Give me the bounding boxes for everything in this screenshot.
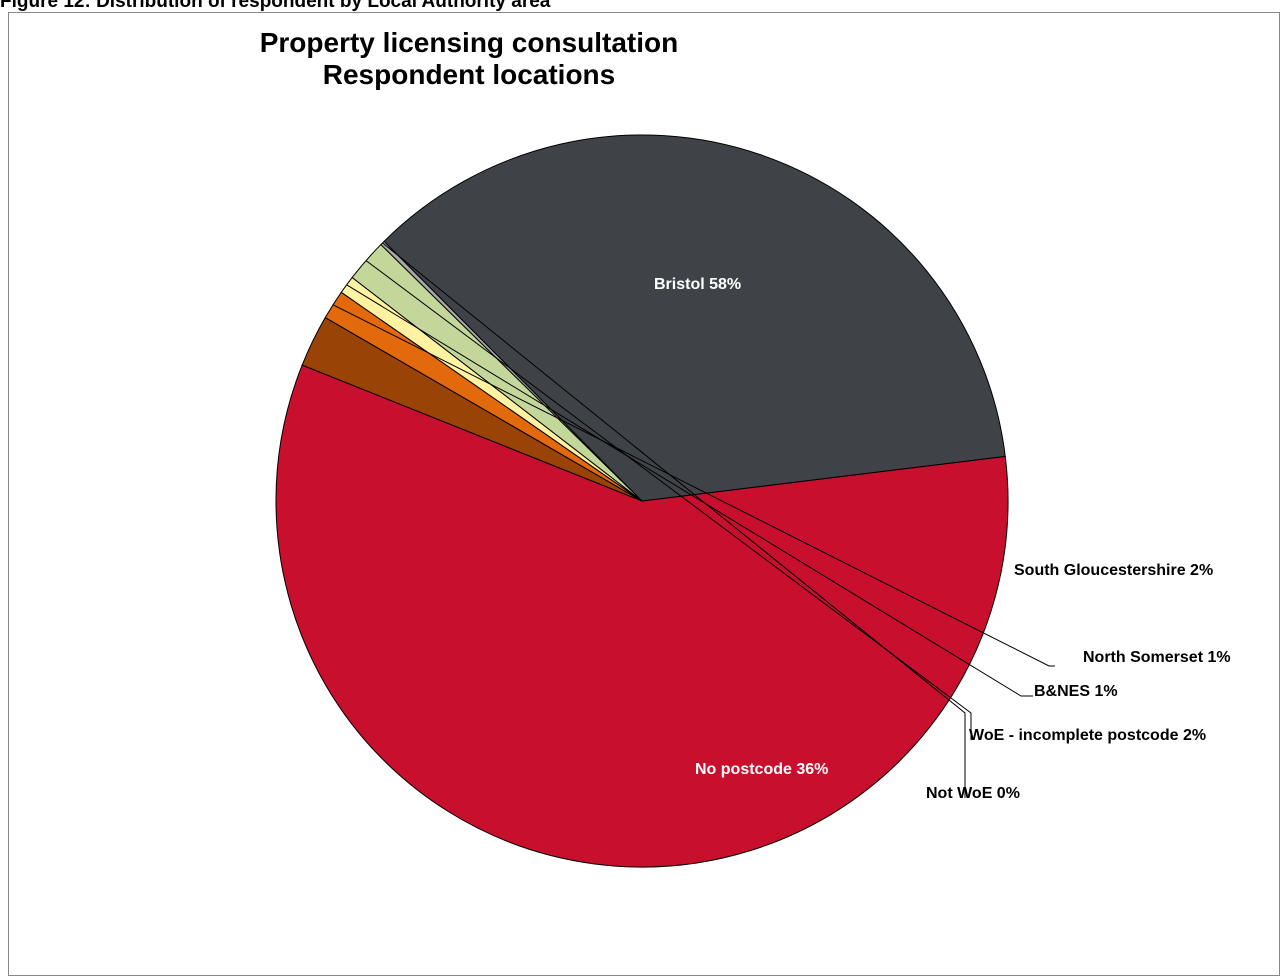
chart-frame: Property licensing consultation Responde…	[8, 12, 1280, 976]
figure-caption: Figure 12: Distribution of respondent by…	[0, 0, 551, 12]
leader-line	[382, 242, 966, 798]
slice-label: North Somerset 1%	[1083, 649, 1231, 666]
pie-chart: Bristol 58% South Gloucestershire 2% North…	[275, 134, 1231, 868]
slice-label: No postcode 36%	[695, 761, 828, 778]
chart-title-block: Property licensing consultation Responde…	[9, 27, 929, 91]
slice-label: South Gloucestershire 2%	[1014, 562, 1213, 579]
slice-label: WoE - incomplete postcode 2%	[969, 727, 1206, 744]
leader-line	[346, 284, 1033, 697]
pie-slice	[383, 134, 1006, 502]
slice-label: B&NES 1%	[1034, 683, 1118, 700]
slice-label: Bristol 58%	[654, 276, 741, 293]
slice-label: Not WoE 0%	[926, 785, 1020, 802]
leader-line	[365, 260, 972, 740]
leader-line	[332, 304, 1055, 667]
pie-slice	[275, 364, 1009, 868]
chart-subtitle: Respondent locations	[322, 59, 616, 90]
chart-title: Property licensing consultation	[259, 27, 679, 58]
